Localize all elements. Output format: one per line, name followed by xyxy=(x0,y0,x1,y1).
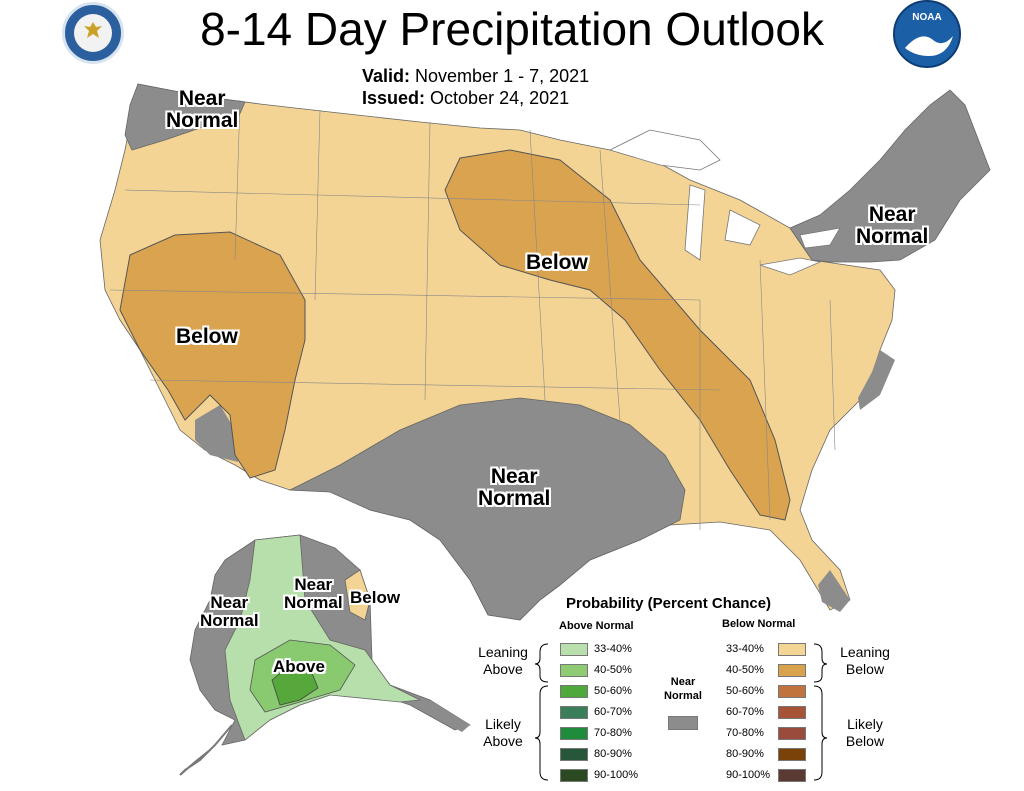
label-ne-near-normal: Near Normal xyxy=(856,203,929,249)
legend-title: Probability (Percent Chance) xyxy=(566,595,772,612)
legend-above-swatch xyxy=(560,706,588,719)
legend-above-label: 90-100% xyxy=(594,769,639,781)
valid-line: Valid: November 1 - 7, 2021 xyxy=(362,66,589,87)
legend-above-label: 70-80% xyxy=(594,727,632,739)
northwest-near-normal-area xyxy=(124,83,246,151)
map-title: 8-14 Day Precipitation Outlook xyxy=(200,3,824,55)
legend-above-swatch xyxy=(560,664,588,677)
label-south-near-normal: Near Normal xyxy=(478,465,551,511)
alaska-below-area xyxy=(344,569,371,621)
legend-above-swatch xyxy=(560,748,588,761)
label-ak-west-near-normal: Near Normal xyxy=(200,593,259,630)
legend-below-swatch xyxy=(778,769,806,782)
florida-near-normal-area xyxy=(818,570,850,612)
legend-below-label: 60-70% xyxy=(726,706,764,718)
south-near-normal-area xyxy=(288,397,686,621)
legend-near-normal-label: Near Normal xyxy=(664,676,702,702)
legend-likely-above: Likely Above xyxy=(483,716,523,749)
legend-near-normal-swatch xyxy=(668,716,698,730)
legend-below-swatch xyxy=(778,748,806,761)
valid-label: Valid: xyxy=(362,66,411,86)
label-ak-below: Below xyxy=(350,588,401,607)
aleutian-islands xyxy=(179,724,233,776)
great-lakes xyxy=(608,129,841,276)
legend-below-header: Below Normal xyxy=(722,618,796,630)
legend-below-swatch xyxy=(778,685,806,698)
southwest-below-area xyxy=(119,231,306,479)
legend-above-header: Above Normal xyxy=(559,620,634,632)
legend-leaning-below: Leaning Below xyxy=(840,644,890,677)
legend-below-swatch xyxy=(778,664,806,677)
label-ak-north-near-normal: Near Normal xyxy=(284,575,343,612)
alaska-panhandle xyxy=(425,700,470,732)
legend-above-label: 40-50% xyxy=(594,664,632,676)
legend-above-swatch xyxy=(560,685,588,698)
valid-value: November 1 - 7, 2021 xyxy=(415,66,590,86)
alaska-above-50-area xyxy=(271,664,319,706)
legend-below-swatch xyxy=(778,643,806,656)
northeast-near-normal-area xyxy=(789,89,991,263)
label-sw-below: Below xyxy=(176,325,238,348)
commerce-seal-icon xyxy=(62,2,124,64)
legend-likely-below: Likely Below xyxy=(845,716,885,749)
legend-below-swatch xyxy=(778,706,806,719)
legend-leaning-above: Leaning Above xyxy=(478,644,528,677)
legend-below-swatch xyxy=(778,727,806,740)
legend-below-label: 70-80% xyxy=(726,727,764,739)
issued-line: Issued: October 24, 2021 xyxy=(362,88,569,109)
legend-below-braces xyxy=(813,643,828,781)
noaa-logo-text: NOAA xyxy=(912,12,942,23)
legend-below-label: 90-100% xyxy=(726,769,771,781)
legend-below-label: 40-50% xyxy=(726,664,764,676)
legend-above-swatch xyxy=(560,727,588,740)
state-boundaries xyxy=(109,99,836,530)
legend-above-label: 80-90% xyxy=(594,748,632,760)
legend-below-label: 80-90% xyxy=(726,748,764,760)
issued-label: Issued: xyxy=(362,88,426,108)
atlantic-near-normal-area xyxy=(858,350,895,410)
legend-above-label: 60-70% xyxy=(594,706,632,718)
legend-above-label: 33-40% xyxy=(594,643,632,655)
central-below-area xyxy=(444,149,791,521)
label-nw-near-normal: Near Normal xyxy=(166,87,239,133)
legend-above-braces xyxy=(534,643,549,781)
legend-above-label: 50-60% xyxy=(594,685,632,697)
label-ak-above: Above xyxy=(273,657,325,676)
label-central-below: Below xyxy=(526,251,588,274)
socal-near-normal-area xyxy=(195,405,238,462)
noaa-logo-icon: NOAA xyxy=(893,0,961,68)
legend-below-label: 50-60% xyxy=(726,685,764,697)
legend-above-swatch xyxy=(560,769,588,782)
alaska-map xyxy=(179,534,471,776)
issued-value: October 24, 2021 xyxy=(430,88,570,108)
legend-above-swatch xyxy=(560,643,588,656)
legend-below-label: 33-40% xyxy=(726,643,764,655)
